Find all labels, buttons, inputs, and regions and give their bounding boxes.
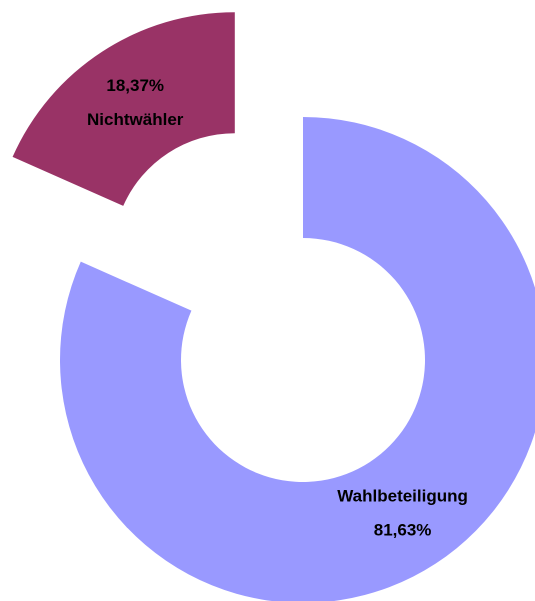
donut-slice	[60, 117, 535, 601]
donut-slice	[12, 12, 235, 206]
value-label: 18,37%	[106, 76, 164, 95]
value-label: 81,63%	[374, 520, 432, 539]
slice-label: Nichtwähler	[87, 110, 184, 129]
slice-label: Wahlbeteiligung	[337, 486, 468, 505]
